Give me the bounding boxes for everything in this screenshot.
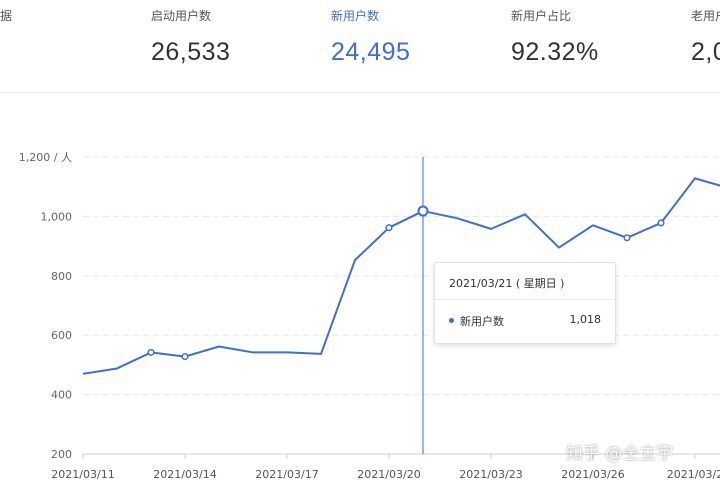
y-tick-label: 200 — [51, 448, 72, 461]
stat-label: 新用户数 — [331, 9, 380, 23]
stats-bar: 数据 启动用户数 26,533 新用户数 24,495 新用户占比 92.32%… — [0, 0, 720, 93]
stat-value: 92.32% — [511, 38, 599, 66]
watermark: 知乎 @仝立宇 — [566, 444, 674, 464]
data-point — [657, 219, 665, 227]
x-tick-label: 2021/03/11 — [51, 468, 114, 481]
data-point — [385, 224, 393, 232]
stat-label: 新用户占比 — [511, 9, 572, 23]
stat-value: 24,495 — [331, 38, 411, 66]
stat-value: 26,533 — [151, 38, 231, 66]
stat-label: 老用户 — [691, 9, 720, 23]
grid-lines — [83, 156, 720, 455]
stat-label: 启动用户数 — [151, 9, 212, 23]
x-tick-label: 2021/03/26 — [561, 468, 624, 481]
data-point — [147, 348, 155, 356]
y-tick-label: 800 — [51, 270, 72, 283]
tooltip-divider — [435, 299, 615, 300]
series-new-users — [82, 177, 720, 375]
stat-label: 数据 — [0, 9, 13, 23]
data-point — [623, 234, 631, 242]
x-axis: 2021/03/11 2021/03/14 2021/03/17 2021/03/20… — [51, 454, 720, 481]
x-tick-label: 2021/03/14 — [153, 468, 216, 481]
y-axis: 200 400 600 800 1,000 1,200 / 人 — [19, 151, 72, 461]
data-point-highlight — [417, 205, 429, 217]
series-dot-icon — [449, 318, 454, 323]
y-tick-label: 600 — [51, 329, 72, 342]
x-tick-label: 2021/03/17 — [255, 468, 318, 481]
chart-tooltip: 2021/03/21 ( 星期日 ) 新用户数 1,018 — [434, 262, 616, 344]
x-tick-label: 2021/03/20 — [357, 468, 420, 481]
tooltip-value: 1,018 — [569, 313, 602, 326]
x-tick-label: 2021/03/23 — [459, 468, 522, 481]
stat-value: 2,0 — [691, 38, 720, 66]
y-tick-label: 1,200 / 人 — [19, 151, 72, 164]
tooltip-series-name: 新用户数 — [460, 315, 504, 328]
y-tick-label: 1,000 — [41, 210, 73, 223]
x-tick-label: 2021/03/2 — [667, 468, 720, 481]
data-point — [181, 353, 189, 361]
y-tick-label: 400 — [51, 389, 72, 402]
tooltip-date: 2021/03/21 ( 星期日 ) — [449, 277, 565, 290]
